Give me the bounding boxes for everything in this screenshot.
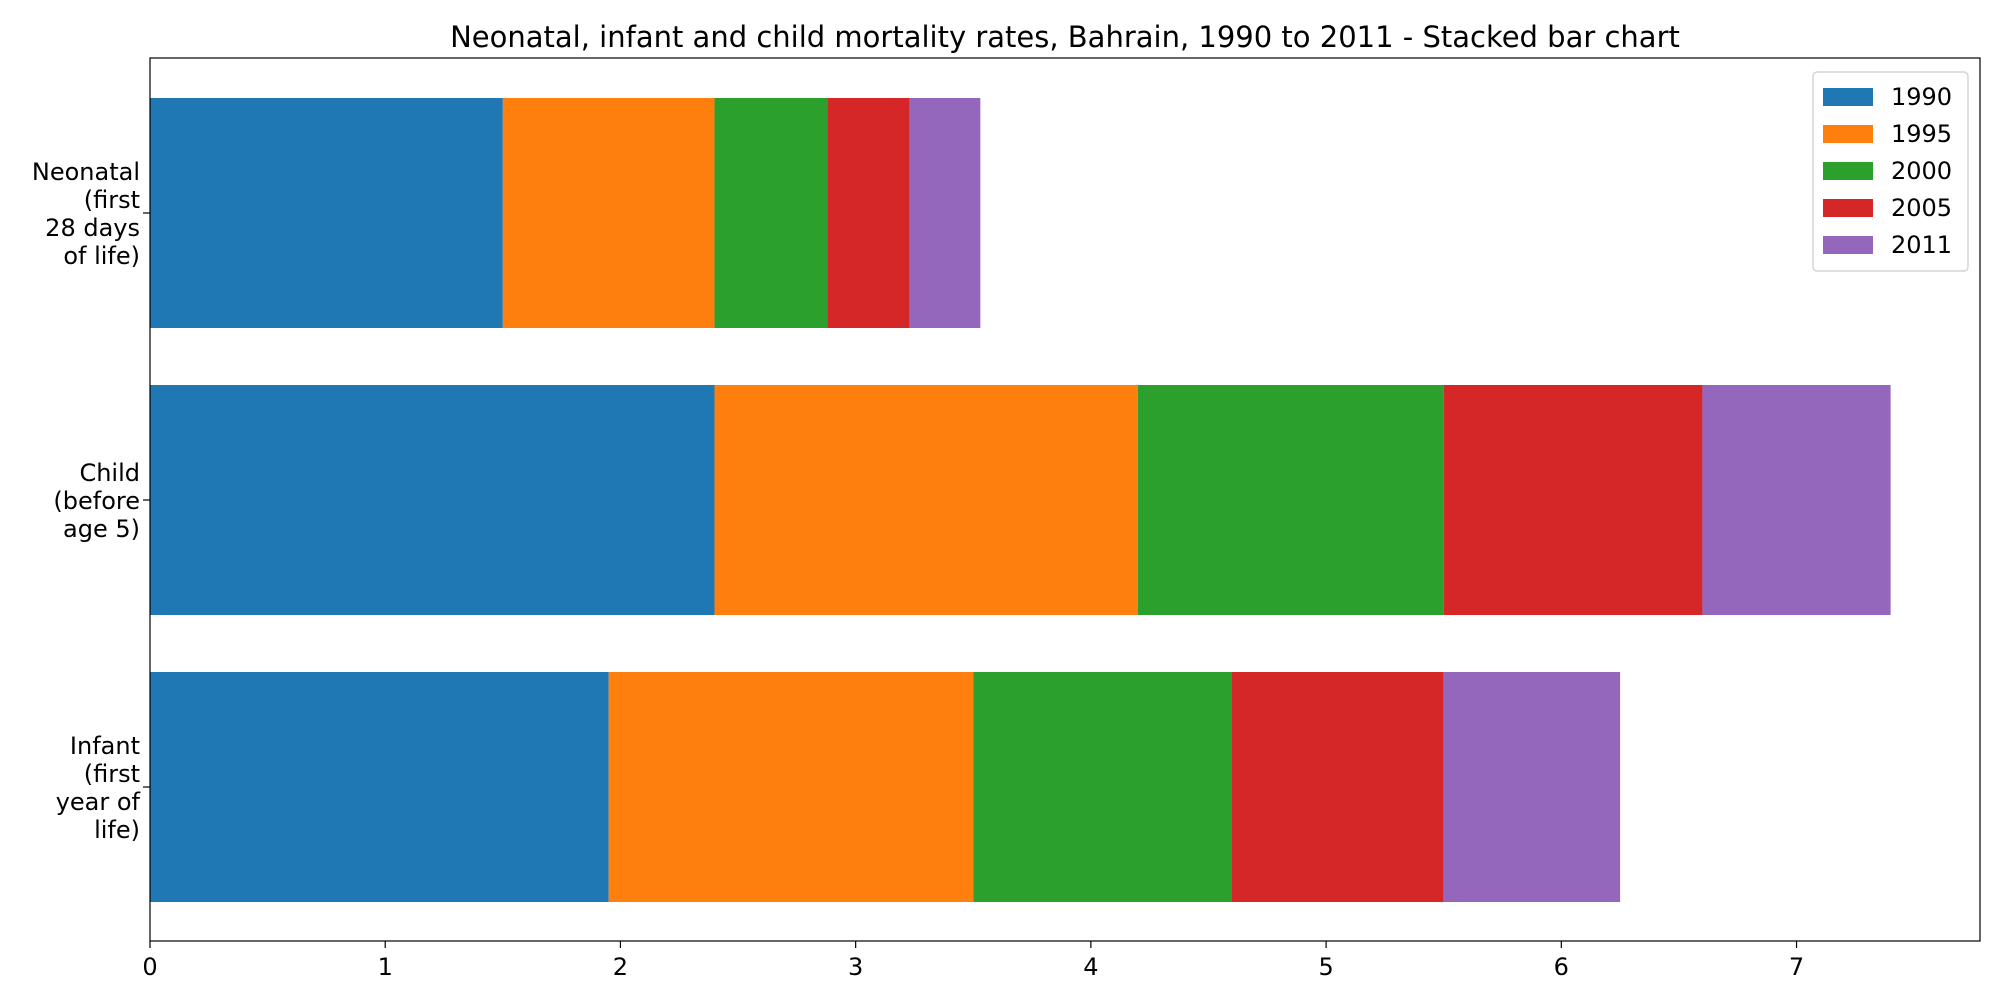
bar-infant-1990: [150, 672, 609, 902]
x-tick-label: 2: [613, 953, 628, 981]
bar-child-1990: [150, 385, 715, 615]
legend-swatch-1990: [1823, 88, 1873, 106]
legend-swatch-2000: [1823, 162, 1873, 180]
category-label-child: age 5): [63, 515, 140, 543]
bar-neonatal-2005: [827, 98, 910, 328]
bar-child-2005: [1443, 385, 1703, 615]
bar-child-2011: [1702, 385, 1891, 615]
bar-neonatal-2000: [714, 98, 828, 328]
legend-label-1990: 1990: [1891, 83, 1952, 111]
x-tick-label: 4: [1083, 953, 1098, 981]
category-label-neonatal: of life): [63, 242, 140, 270]
legend-label-2005: 2005: [1891, 194, 1952, 222]
x-tick-label: 5: [1318, 953, 1333, 981]
category-label-neonatal: (first: [84, 186, 140, 214]
x-tick-label: 0: [142, 953, 157, 981]
bar-neonatal-1990: [150, 98, 503, 328]
x-tick-label: 1: [378, 953, 393, 981]
bar-neonatal-1995: [502, 98, 715, 328]
legend-swatch-2011: [1823, 236, 1873, 254]
category-label-child: (before: [53, 487, 140, 515]
category-label-child: Child: [79, 459, 140, 487]
chart-title: Neonatal, infant and child mortality rat…: [450, 20, 1680, 54]
bar-infant-1995: [608, 672, 974, 902]
x-tick-label: 3: [848, 953, 863, 981]
category-label-neonatal: Neonatal: [32, 158, 140, 186]
category-label-infant: Infant: [70, 732, 140, 760]
category-label-infant: (first: [84, 760, 140, 788]
category-label-neonatal: 28 days: [45, 214, 140, 242]
bars-layer: [150, 98, 1891, 902]
legend-label-1995: 1995: [1891, 120, 1952, 148]
legend-frame: [1812, 71, 1969, 272]
legend: 1990 1995 2000 2005 2011: [1812, 71, 1969, 272]
legend-label-2000: 2000: [1891, 157, 1952, 185]
bar-neonatal-2011: [909, 98, 981, 328]
legend-swatch-1995: [1823, 125, 1873, 143]
x-axis: 0 1 2 3 4 5 6 7: [142, 941, 1804, 981]
bar-child-1995: [714, 385, 1138, 615]
bar-child-2000: [1137, 385, 1444, 615]
bar-infant-2005: [1232, 672, 1444, 902]
x-tick-label: 7: [1789, 953, 1804, 981]
legend-label-2011: 2011: [1891, 231, 1952, 259]
category-label-infant: year of: [56, 788, 141, 816]
bar-infant-2000: [973, 672, 1232, 902]
legend-swatch-2005: [1823, 199, 1873, 217]
x-tick-label: 6: [1554, 953, 1569, 981]
category-label-infant: life): [94, 816, 140, 844]
bar-infant-2011: [1443, 672, 1621, 902]
